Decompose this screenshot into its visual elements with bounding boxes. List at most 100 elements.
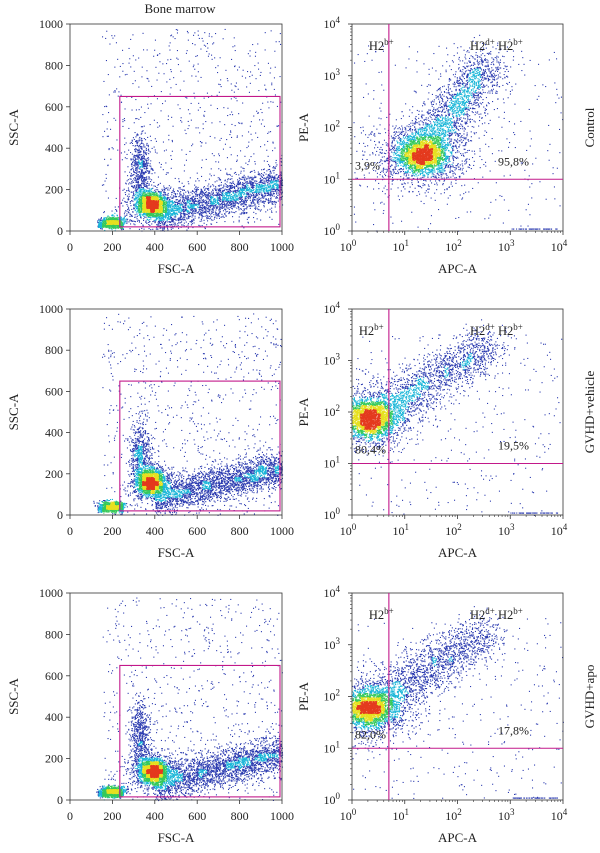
quadrant-label-left: H2b+ xyxy=(359,322,384,338)
column-title: Bone marrow xyxy=(144,1,216,16)
row-label: GVHD+apo xyxy=(582,665,597,729)
x-tick-label: 1000 xyxy=(270,524,294,538)
x-tick-label: 104 xyxy=(551,238,568,254)
x-tick-label: 400 xyxy=(146,809,164,823)
x-tick-label: 101 xyxy=(393,238,410,254)
quadrant-label-right: H2d+ H2b+ xyxy=(470,322,523,338)
percent-right: 95,8% xyxy=(498,154,529,168)
y-tick-label: 101 xyxy=(324,170,341,186)
x-tick-label: 200 xyxy=(103,240,121,254)
y-tick-label: 800 xyxy=(45,58,63,72)
x-tick-label: 800 xyxy=(231,809,249,823)
fsc-ssc-panel-1: 00 200 200 400 400 600 600 800 800 1000 1000 FSC-A S… xyxy=(6,1,294,276)
y-tick-label: 0 xyxy=(57,793,63,807)
y-tick-label: 102 xyxy=(324,119,341,135)
x-tick-label: 100 xyxy=(340,238,357,254)
y-tick-label: 200 xyxy=(45,183,63,197)
y-tick-label: 101 xyxy=(324,455,341,471)
x-tick-label: 600 xyxy=(188,524,206,538)
x-tick-label: 1000 xyxy=(270,240,294,254)
row-label: GVHD+vehicle xyxy=(582,371,597,454)
y-axis-label: PE-A xyxy=(296,397,311,427)
y-axis-label: PE-A xyxy=(296,112,311,142)
x-tick-label: 100 xyxy=(340,807,357,823)
y-axis-label: SSC-A xyxy=(6,677,21,714)
x-tick-label: 0 xyxy=(67,524,73,538)
apc-pe-1-frame xyxy=(351,23,564,232)
x-tick-label: 800 xyxy=(231,524,249,538)
y-tick-label: 400 xyxy=(45,141,63,155)
x-tick-label: 800 xyxy=(231,240,249,254)
y-tick-label: 200 xyxy=(45,467,63,481)
x-axis-label: FSC-A xyxy=(158,261,195,276)
x-tick-label: 600 xyxy=(188,809,206,823)
x-tick-label: 101 xyxy=(393,807,410,823)
gate-rectangle xyxy=(119,380,281,512)
row-label: Control xyxy=(582,107,597,147)
y-tick-label: 100 xyxy=(324,222,341,238)
x-tick-label: 200 xyxy=(103,809,121,823)
y-tick-label: 102 xyxy=(324,688,341,704)
x-axis-label: APC-A xyxy=(438,545,478,560)
x-tick-label: 103 xyxy=(498,807,515,823)
fsc-ssc-1-frame xyxy=(69,23,283,232)
percent-left: 80,4% xyxy=(355,443,386,457)
x-tick-label: 104 xyxy=(551,807,568,823)
fsc-ssc-2-frame xyxy=(69,308,283,516)
quadrant-label-left: H2b+ xyxy=(369,606,394,622)
y-tick-label: 600 xyxy=(45,669,63,683)
gate-rectangle xyxy=(119,95,281,228)
gate-rectangle xyxy=(119,664,281,798)
y-tick-label: 400 xyxy=(45,710,63,724)
x-axis-label: FSC-A xyxy=(158,545,195,560)
y-axis-label: SSC-A xyxy=(6,108,21,145)
x-axis-label: APC-A xyxy=(438,261,478,276)
x-tick-label: 400 xyxy=(146,240,164,254)
x-tick-label: 104 xyxy=(551,522,568,538)
fsc-ssc-3-frame xyxy=(69,592,283,801)
y-tick-label: 102 xyxy=(324,403,341,419)
y-tick-label: 104 xyxy=(324,584,341,600)
y-tick-label: 100 xyxy=(324,506,341,522)
percent-right: 19,5% xyxy=(498,439,529,453)
x-tick-label: 103 xyxy=(498,522,515,538)
x-tick-label: 102 xyxy=(445,522,462,538)
y-tick-label: 103 xyxy=(324,636,341,652)
quadrant-label-right: H2d+ H2b+ xyxy=(470,37,523,53)
x-tick-label: 0 xyxy=(67,809,73,823)
y-tick-label: 1000 xyxy=(39,586,63,600)
fsc-ssc-panel-2: 00 200 200 400 400 600 600 800 800 1000 1000 FSC-A S… xyxy=(6,302,294,560)
y-axis-label: SSC-A xyxy=(6,393,21,430)
quadrant-label-right: H2d+ H2b+ xyxy=(470,606,523,622)
y-tick-label: 0 xyxy=(57,508,63,522)
y-tick-label: 400 xyxy=(45,426,63,440)
y-tick-label: 1000 xyxy=(39,302,63,316)
x-tick-label: 200 xyxy=(103,524,121,538)
y-tick-label: 200 xyxy=(45,752,63,766)
x-tick-label: 600 xyxy=(188,240,206,254)
y-tick-label: 1000 xyxy=(39,17,63,31)
y-tick-label: 800 xyxy=(45,343,63,357)
quadrant-label-left: H2b+ xyxy=(369,37,394,53)
x-tick-label: 100 xyxy=(340,522,357,538)
percent-left: 82,0% xyxy=(355,727,386,741)
x-tick-label: 1000 xyxy=(270,809,294,823)
x-tick-label: 102 xyxy=(445,238,462,254)
y-tick-label: 104 xyxy=(324,15,341,31)
x-axis-label: APC-A xyxy=(438,830,478,845)
y-axis-label: PE-A xyxy=(296,681,311,711)
x-tick-label: 400 xyxy=(146,524,164,538)
percent-left: 3,9% xyxy=(355,158,380,172)
x-tick-label: 102 xyxy=(445,807,462,823)
x-tick-label: 101 xyxy=(393,522,410,538)
y-tick-label: 101 xyxy=(324,739,341,755)
apc-pe-3-frame xyxy=(351,592,564,801)
y-tick-label: 800 xyxy=(45,627,63,641)
y-tick-label: 103 xyxy=(324,352,341,368)
x-axis-label: FSC-A xyxy=(158,830,195,845)
fsc-ssc-panel-3: 00 200 200 400 400 600 600 800 800 1000 1000 FSC-A S… xyxy=(6,586,294,845)
